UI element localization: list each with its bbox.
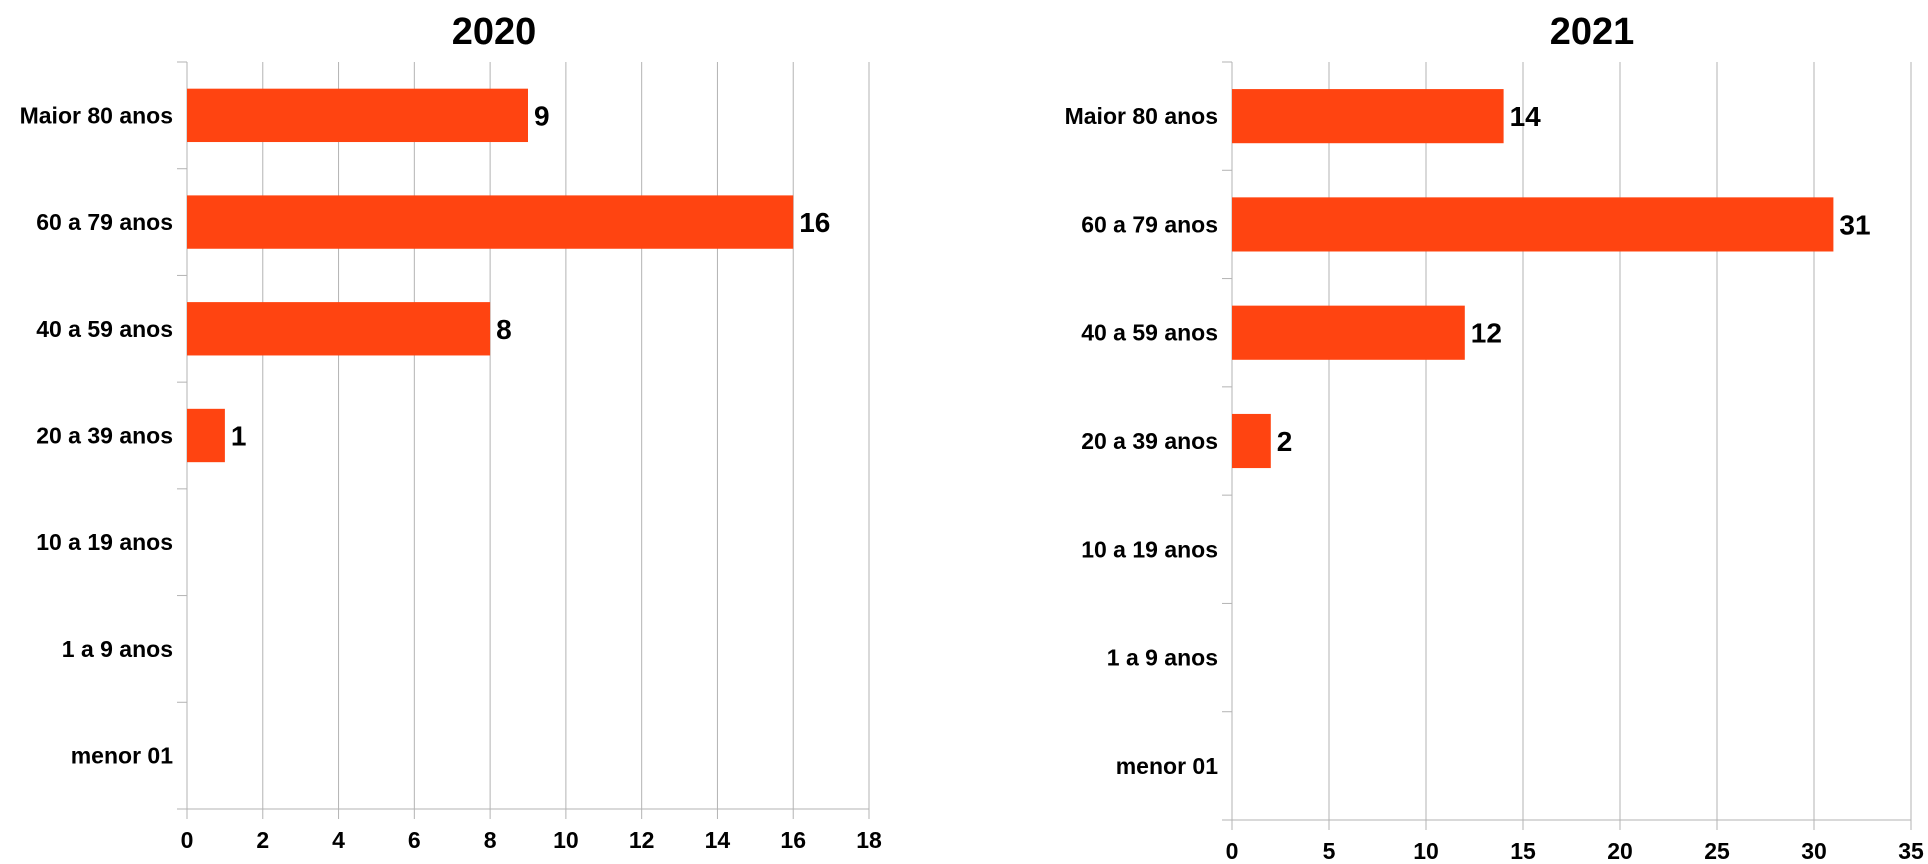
category-label: 40 a 59 anos xyxy=(36,316,173,342)
data-label: 9 xyxy=(534,100,550,131)
x-tick-label: 5 xyxy=(1323,838,1336,864)
bar xyxy=(1232,197,1834,252)
x-tick-label: 0 xyxy=(1226,838,1239,864)
category-label: 60 a 79 anos xyxy=(1081,211,1218,237)
chart-2021: 2021 0 5 10 15 20 25 30 35 menor 01 1 a 9 anos 10 a… xyxy=(1065,11,1924,864)
category-label: 20 a 39 anos xyxy=(1081,428,1218,454)
category-label: 1 a 9 anos xyxy=(1107,645,1218,671)
x-tick-label: 2 xyxy=(256,827,269,853)
x-tick-label: 25 xyxy=(1704,838,1730,864)
data-label: 14 xyxy=(1510,101,1542,132)
chart-title: 2021 xyxy=(1550,11,1635,53)
x-tick-label: 6 xyxy=(408,827,421,853)
x-tick-label: 0 xyxy=(181,827,194,853)
category-label: menor 01 xyxy=(71,743,173,769)
x-tick-label: 10 xyxy=(1413,838,1439,864)
x-tick-label: 18 xyxy=(856,827,882,853)
data-label: 2 xyxy=(1277,426,1293,457)
data-label: 16 xyxy=(799,207,830,238)
category-label: 40 a 59 anos xyxy=(1081,320,1218,346)
x-tick-label: 12 xyxy=(629,827,655,853)
bar xyxy=(187,408,225,463)
bar xyxy=(187,302,491,356)
x-tick-label: 10 xyxy=(553,827,579,853)
x-tick-label: 15 xyxy=(1510,838,1536,864)
category-label: 10 a 19 anos xyxy=(1081,536,1218,562)
bar xyxy=(1232,89,1504,144)
x-tick-label: 35 xyxy=(1898,838,1924,864)
x-tick-label: 30 xyxy=(1801,838,1827,864)
category-label: menor 01 xyxy=(1116,753,1218,779)
chart-title: 2020 xyxy=(452,11,537,53)
category-label: 20 a 39 anos xyxy=(36,423,173,449)
x-tick-label: 14 xyxy=(705,827,731,853)
bar xyxy=(187,88,528,143)
x-tick-label: 20 xyxy=(1607,838,1633,864)
category-label: 60 a 79 anos xyxy=(36,209,173,235)
x-tick-label: 4 xyxy=(332,827,345,853)
x-tick-label: 8 xyxy=(484,827,497,853)
data-label: 12 xyxy=(1471,318,1502,349)
bar xyxy=(1232,305,1465,360)
category-label: Maior 80 anos xyxy=(20,102,173,128)
category-label: 10 a 19 anos xyxy=(36,529,173,555)
data-label: 1 xyxy=(231,421,247,452)
x-tick-label: 16 xyxy=(780,827,806,853)
category-label: Maior 80 anos xyxy=(1065,103,1218,129)
bar xyxy=(187,195,794,249)
data-label: 8 xyxy=(496,314,512,345)
bar xyxy=(1232,413,1271,469)
data-label: 31 xyxy=(1839,209,1870,240)
category-label: 1 a 9 anos xyxy=(62,636,173,662)
